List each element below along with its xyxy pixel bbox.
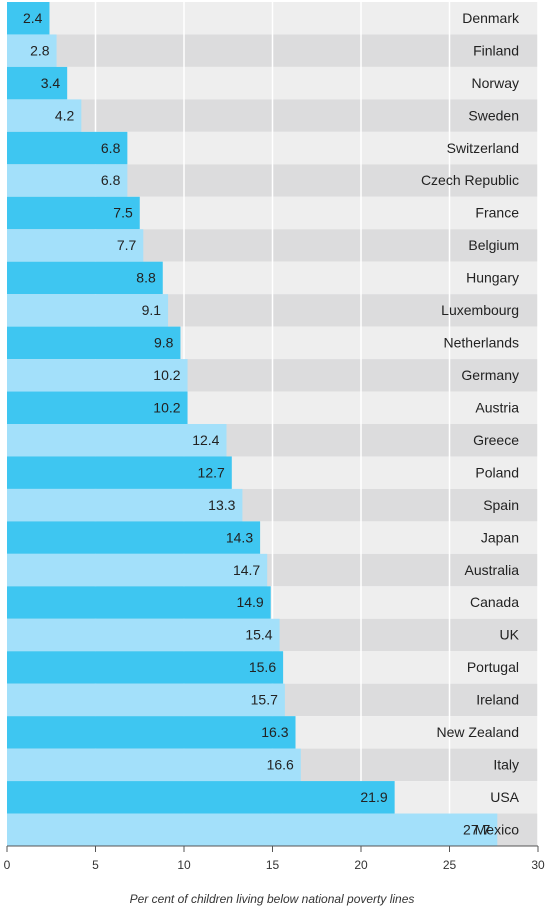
value-label: 9.1: [142, 302, 162, 318]
category-label: Spain: [483, 497, 519, 513]
bar: [7, 748, 301, 782]
bar: [7, 131, 128, 165]
value-label: 14.3: [226, 529, 253, 545]
bar: [7, 553, 268, 587]
value-label: 12.7: [198, 464, 225, 480]
value-label: 9.8: [154, 335, 174, 351]
value-label: 16.6: [267, 757, 294, 773]
category-label: New Zealand: [437, 724, 520, 740]
bar: [7, 683, 285, 717]
bar: [7, 586, 271, 619]
bar: [7, 391, 188, 424]
bar: [7, 456, 232, 489]
bar: [7, 326, 181, 360]
bar: [7, 2, 50, 35]
bar: [7, 424, 227, 457]
value-label: 12.4: [192, 432, 219, 448]
category-label: Ireland: [476, 692, 519, 708]
category-label: Canada: [470, 594, 519, 610]
category-label: Mexico: [475, 821, 520, 837]
value-label: 13.3: [208, 497, 235, 513]
bar: [7, 651, 284, 684]
category-label: Sweden: [468, 107, 519, 123]
x-axis-label: Per cent of children living below nation…: [130, 892, 415, 906]
x-tick-label: 10: [177, 858, 191, 872]
category-label: Portugal: [467, 659, 519, 675]
value-label: 15.6: [249, 659, 276, 675]
bar: [7, 164, 128, 197]
category-label: France: [475, 205, 519, 221]
category-label: Luxembourg: [441, 302, 519, 318]
value-label: 2.4: [23, 10, 43, 26]
bar: [7, 196, 140, 230]
value-label: 6.8: [101, 140, 121, 156]
x-tick-label: 30: [531, 858, 545, 872]
x-tick-label: 25: [443, 858, 457, 872]
x-tick-label: 15: [266, 858, 280, 872]
value-label: 27.7: [463, 821, 490, 837]
value-label: 10.2: [153, 399, 180, 415]
value-label: 4.2: [55, 107, 75, 123]
bar: [7, 813, 498, 846]
bar: [7, 294, 169, 327]
category-label: Belgium: [468, 237, 519, 253]
x-tick-label: 5: [92, 858, 99, 872]
value-label: 14.9: [236, 594, 263, 610]
category-label: Denmark: [462, 10, 520, 26]
value-label: 2.8: [30, 42, 50, 58]
bar: [7, 618, 280, 652]
bar: [7, 66, 68, 100]
value-label: 7.5: [113, 205, 133, 221]
bar: [7, 488, 243, 522]
bar: [7, 781, 395, 814]
category-label: Japan: [481, 529, 519, 545]
category-label: Czech Republic: [421, 172, 519, 188]
category-label: Poland: [475, 464, 519, 480]
bar: [7, 716, 296, 749]
category-label: Netherlands: [444, 335, 520, 351]
value-label: 6.8: [101, 172, 121, 188]
bar: [7, 261, 163, 295]
value-label: 14.7: [233, 562, 260, 578]
category-label: Germany: [461, 367, 519, 383]
value-label: 15.7: [251, 692, 278, 708]
x-tick-label: 0: [4, 858, 11, 872]
category-label: Austria: [475, 399, 519, 415]
category-label: USA: [490, 789, 519, 805]
bar: [7, 359, 188, 392]
category-label: Switzerland: [447, 140, 519, 156]
value-label: 16.3: [261, 724, 288, 740]
value-label: 8.8: [136, 270, 156, 286]
value-label: 3.4: [41, 75, 61, 91]
bar: [7, 521, 261, 554]
category-label: Italy: [493, 757, 519, 773]
bar: [7, 229, 144, 262]
category-label: Hungary: [466, 270, 519, 286]
x-tick-label: 20: [354, 858, 368, 872]
bar: [7, 99, 82, 132]
category-label: Greece: [473, 432, 519, 448]
value-label: 10.2: [153, 367, 180, 383]
value-label: 21.9: [360, 789, 387, 805]
bar: [7, 34, 57, 67]
category-label: UK: [500, 627, 520, 643]
value-label: 7.7: [117, 237, 137, 253]
category-label: Finland: [473, 42, 519, 58]
value-label: 15.4: [245, 627, 272, 643]
category-label: Australia: [465, 562, 520, 578]
category-label: Norway: [472, 75, 519, 91]
